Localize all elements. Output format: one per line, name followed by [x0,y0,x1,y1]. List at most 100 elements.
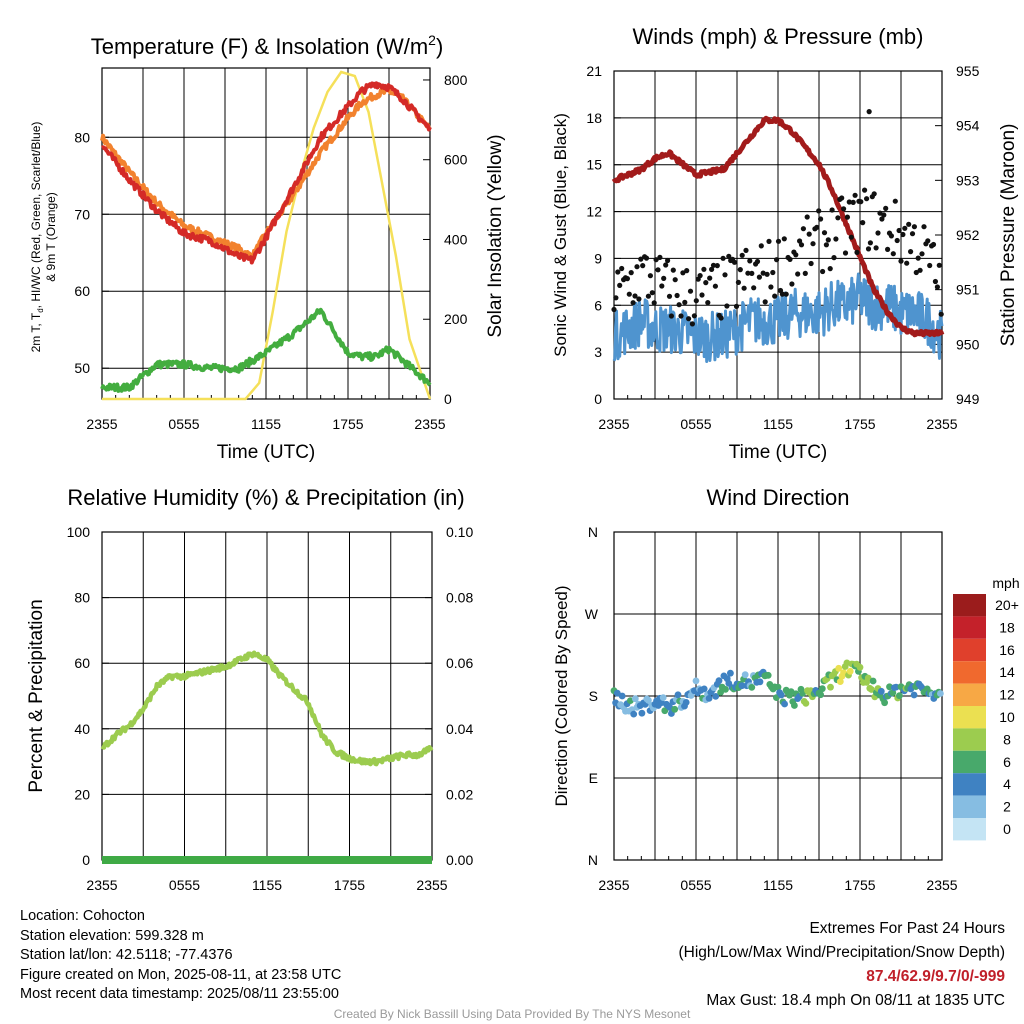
gust-point [718,315,724,321]
temp-y-tick-label: 80 [74,129,90,145]
gust-point [766,238,772,244]
gust-point [829,207,835,213]
gust-point [846,199,852,205]
dir-y-tick-label: S [589,688,598,704]
gust-point [707,275,713,281]
gust-point [703,280,709,286]
gust-point [678,313,684,319]
gust-point [913,269,919,276]
gust-point [921,224,927,230]
winds-y-tick-label: 12 [586,204,602,220]
gust-point [672,277,678,283]
gust-point [873,245,879,251]
gust-point [798,242,805,248]
gust-point [806,231,812,237]
gust-point [894,237,900,244]
direction-point [741,671,749,679]
direction-point [682,699,690,706]
relative-humidity-line [100,650,434,767]
gust-point [804,214,810,220]
direction-point [700,685,708,693]
direction-point [937,690,944,697]
legend-swatch [953,773,986,796]
gust-point [636,296,642,302]
gust-point [733,303,740,309]
legend-label: 20+ [995,597,1019,613]
gust-point [760,270,766,276]
gust-point [821,230,828,236]
gust-point [938,311,944,317]
gust-point [909,231,916,237]
gust-point [898,258,904,264]
dir-y-tick-label: W [585,606,599,622]
temp-y-tick-label: 70 [74,206,90,222]
gust-point [839,195,845,201]
gust-point [770,269,776,276]
direction-point [756,678,764,686]
dewpoint-line [100,307,432,393]
direction-point [896,692,903,700]
gust-point [885,246,891,252]
gust-point [743,247,749,253]
legend-label: 4 [1003,776,1011,792]
direction-point [645,696,652,704]
gust-point [860,220,866,226]
gust-point [764,271,770,277]
legend-swatch [953,683,986,706]
rh-y-tick-label: 80 [74,590,90,606]
gust-point [827,266,833,272]
gust-point [661,275,667,281]
direction-point [674,691,682,699]
winds-y2-tick-label: 954 [956,118,980,134]
direction-point [827,683,834,691]
winds-x-tick-label: 2355 [926,416,957,432]
winds-y2-tick-label: 952 [956,227,980,243]
gust-point [739,252,745,258]
gust-point [774,257,780,263]
direction-point [618,692,626,700]
direction-point [818,685,826,693]
direction-point [777,691,785,699]
gust-point [927,262,933,269]
winds-plot-frame [613,70,943,400]
gust-point [724,303,730,309]
legend-label: 16 [999,642,1015,658]
extremes-values: 87.4/62.9/9.7/0/-999 [866,968,1005,985]
gust-point [651,300,657,306]
gust-point [754,258,761,265]
legend-swatch [953,750,986,774]
gust-point [640,263,646,269]
winds-y-label: Sonic Wind & Gust (Blue, Black) [551,113,570,357]
temp-y-tick-label: 50 [74,360,90,376]
legend-swatch [953,661,986,684]
gust-point [615,269,621,275]
gust-point [844,214,851,220]
gust-point [862,187,868,193]
info-created: Figure created on Mon, 2025-08-11, at 23… [20,966,342,983]
temp-y2-tick-label: 0 [444,391,452,407]
gust-point [842,250,849,256]
gust-point [902,225,908,231]
legend-swatch [953,638,986,662]
dir-y-tick-label: N [588,852,598,868]
gust-point [710,262,717,268]
gust-point [802,270,808,276]
dir-x-tick-label: 2355 [598,877,629,893]
gust-point [890,251,896,257]
gust-point [619,265,625,272]
sonic-wind-line [612,272,944,363]
wind-direction-panel: Wind Direction Direction (Colored By Spe… [552,485,1020,893]
direction-point [877,687,885,695]
direction-point [835,664,843,672]
gust-point [820,268,826,275]
gust-point [775,238,782,244]
gust-point [686,316,692,322]
rh-y-tick-label: 40 [74,721,90,737]
gust-point [630,300,636,306]
dir-x-tick-label: 1755 [844,877,875,893]
gust-point [854,249,860,255]
gust-point [699,292,705,298]
legend-swatch [953,728,986,751]
gust-point [848,234,854,240]
gust-point [833,236,839,242]
